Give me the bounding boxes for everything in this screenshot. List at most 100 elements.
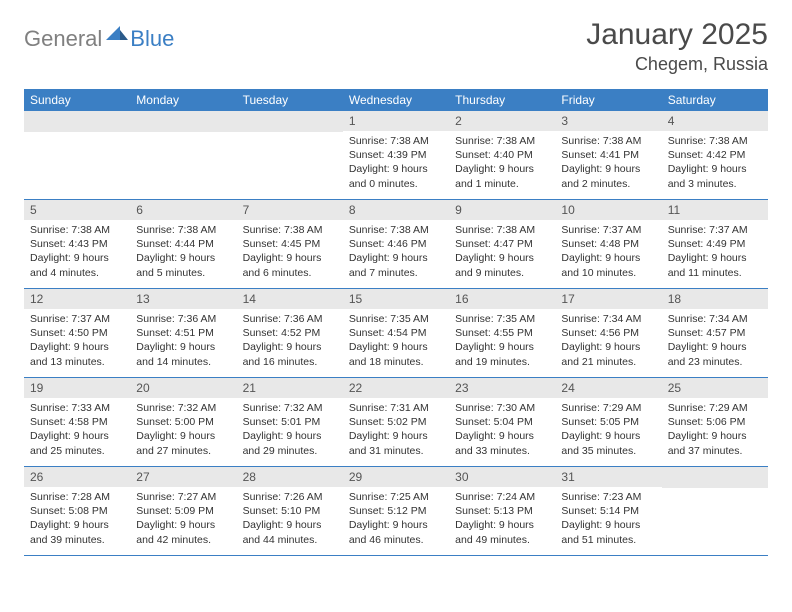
sunrise-line: Sunrise: 7:34 AM — [668, 312, 762, 326]
daylight-line: Daylight: 9 hours and 29 minutes. — [243, 429, 337, 457]
sunrise-line: Sunrise: 7:38 AM — [349, 223, 443, 237]
day-cell: 30Sunrise: 7:24 AMSunset: 5:13 PMDayligh… — [449, 467, 555, 555]
sunset-line: Sunset: 5:00 PM — [136, 415, 230, 429]
sunrise-line: Sunrise: 7:26 AM — [243, 490, 337, 504]
sunrise-line: Sunrise: 7:35 AM — [349, 312, 443, 326]
sunrise-line: Sunrise: 7:29 AM — [561, 401, 655, 415]
sunset-line: Sunset: 4:43 PM — [30, 237, 124, 251]
daylight-line: Daylight: 9 hours and 49 minutes. — [455, 518, 549, 546]
sunrise-line: Sunrise: 7:33 AM — [30, 401, 124, 415]
day-cell: 22Sunrise: 7:31 AMSunset: 5:02 PMDayligh… — [343, 378, 449, 466]
day-number: 30 — [449, 467, 555, 487]
day-body: Sunrise: 7:38 AMSunset: 4:46 PMDaylight:… — [343, 220, 449, 286]
week-row: 5Sunrise: 7:38 AMSunset: 4:43 PMDaylight… — [24, 200, 768, 289]
day-cell: 12Sunrise: 7:37 AMSunset: 4:50 PMDayligh… — [24, 289, 130, 377]
day-number: 4 — [662, 111, 768, 131]
day-number: 21 — [237, 378, 343, 398]
daylight-line: Daylight: 9 hours and 13 minutes. — [30, 340, 124, 368]
day-number: 9 — [449, 200, 555, 220]
day-body: Sunrise: 7:38 AMSunset: 4:45 PMDaylight:… — [237, 220, 343, 286]
day-body: Sunrise: 7:34 AMSunset: 4:57 PMDaylight:… — [662, 309, 768, 375]
sunrise-line: Sunrise: 7:37 AM — [668, 223, 762, 237]
sunrise-line: Sunrise: 7:36 AM — [136, 312, 230, 326]
sunset-line: Sunset: 4:44 PM — [136, 237, 230, 251]
day-number: 14 — [237, 289, 343, 309]
day-body: Sunrise: 7:35 AMSunset: 4:55 PMDaylight:… — [449, 309, 555, 375]
day-body: Sunrise: 7:38 AMSunset: 4:41 PMDaylight:… — [555, 131, 661, 197]
weekday-friday: Friday — [555, 89, 661, 111]
daylight-line: Daylight: 9 hours and 0 minutes. — [349, 162, 443, 190]
day-body: Sunrise: 7:27 AMSunset: 5:09 PMDaylight:… — [130, 487, 236, 553]
sunrise-line: Sunrise: 7:31 AM — [349, 401, 443, 415]
sunrise-line: Sunrise: 7:27 AM — [136, 490, 230, 504]
day-cell — [24, 111, 130, 199]
sunset-line: Sunset: 5:04 PM — [455, 415, 549, 429]
day-body: Sunrise: 7:36 AMSunset: 4:51 PMDaylight:… — [130, 309, 236, 375]
day-cell: 18Sunrise: 7:34 AMSunset: 4:57 PMDayligh… — [662, 289, 768, 377]
weekday-thursday: Thursday — [449, 89, 555, 111]
day-number: 3 — [555, 111, 661, 131]
daylight-line: Daylight: 9 hours and 16 minutes. — [243, 340, 337, 368]
day-body: Sunrise: 7:38 AMSunset: 4:43 PMDaylight:… — [24, 220, 130, 286]
sunrise-line: Sunrise: 7:25 AM — [349, 490, 443, 504]
daylight-line: Daylight: 9 hours and 5 minutes. — [136, 251, 230, 279]
daylight-line: Daylight: 9 hours and 21 minutes. — [561, 340, 655, 368]
sunset-line: Sunset: 4:47 PM — [455, 237, 549, 251]
sunrise-line: Sunrise: 7:30 AM — [455, 401, 549, 415]
sunset-line: Sunset: 5:10 PM — [243, 504, 337, 518]
day-number: 6 — [130, 200, 236, 220]
day-body: Sunrise: 7:32 AMSunset: 5:00 PMDaylight:… — [130, 398, 236, 464]
sunset-line: Sunset: 5:08 PM — [30, 504, 124, 518]
sunset-line: Sunset: 4:46 PM — [349, 237, 443, 251]
calendar: Sunday Monday Tuesday Wednesday Thursday… — [24, 89, 768, 556]
daylight-line: Daylight: 9 hours and 9 minutes. — [455, 251, 549, 279]
day-number: 2 — [449, 111, 555, 131]
daylight-line: Daylight: 9 hours and 44 minutes. — [243, 518, 337, 546]
sunrise-line: Sunrise: 7:32 AM — [136, 401, 230, 415]
daylight-line: Daylight: 9 hours and 39 minutes. — [30, 518, 124, 546]
daylight-line: Daylight: 9 hours and 18 minutes. — [349, 340, 443, 368]
logo-text-gray: General — [24, 26, 102, 52]
day-cell: 28Sunrise: 7:26 AMSunset: 5:10 PMDayligh… — [237, 467, 343, 555]
day-number: 12 — [24, 289, 130, 309]
day-cell: 7Sunrise: 7:38 AMSunset: 4:45 PMDaylight… — [237, 200, 343, 288]
day-cell: 6Sunrise: 7:38 AMSunset: 4:44 PMDaylight… — [130, 200, 236, 288]
day-number — [237, 111, 343, 132]
title-block: January 2025 Chegem, Russia — [586, 18, 768, 75]
weekday-saturday: Saturday — [662, 89, 768, 111]
weekday-monday: Monday — [130, 89, 236, 111]
sunrise-line: Sunrise: 7:37 AM — [30, 312, 124, 326]
day-body: Sunrise: 7:38 AMSunset: 4:42 PMDaylight:… — [662, 131, 768, 197]
sunrise-line: Sunrise: 7:38 AM — [561, 134, 655, 148]
day-body: Sunrise: 7:37 AMSunset: 4:49 PMDaylight:… — [662, 220, 768, 286]
week-row: 19Sunrise: 7:33 AMSunset: 4:58 PMDayligh… — [24, 378, 768, 467]
day-number — [130, 111, 236, 132]
logo: General Blue — [24, 24, 174, 53]
daylight-line: Daylight: 9 hours and 6 minutes. — [243, 251, 337, 279]
logo-triangle-icon — [106, 24, 128, 45]
sunset-line: Sunset: 4:55 PM — [455, 326, 549, 340]
weekday-header-row: Sunday Monday Tuesday Wednesday Thursday… — [24, 89, 768, 111]
day-number: 15 — [343, 289, 449, 309]
day-body: Sunrise: 7:28 AMSunset: 5:08 PMDaylight:… — [24, 487, 130, 553]
day-body: Sunrise: 7:33 AMSunset: 4:58 PMDaylight:… — [24, 398, 130, 464]
day-body: Sunrise: 7:24 AMSunset: 5:13 PMDaylight:… — [449, 487, 555, 553]
day-body: Sunrise: 7:38 AMSunset: 4:39 PMDaylight:… — [343, 131, 449, 197]
day-cell — [237, 111, 343, 199]
sunset-line: Sunset: 4:48 PM — [561, 237, 655, 251]
day-number: 18 — [662, 289, 768, 309]
day-cell: 9Sunrise: 7:38 AMSunset: 4:47 PMDaylight… — [449, 200, 555, 288]
day-cell: 3Sunrise: 7:38 AMSunset: 4:41 PMDaylight… — [555, 111, 661, 199]
sunset-line: Sunset: 5:12 PM — [349, 504, 443, 518]
sunrise-line: Sunrise: 7:38 AM — [455, 134, 549, 148]
sunset-line: Sunset: 4:52 PM — [243, 326, 337, 340]
day-body: Sunrise: 7:38 AMSunset: 4:40 PMDaylight:… — [449, 131, 555, 197]
day-body: Sunrise: 7:30 AMSunset: 5:04 PMDaylight:… — [449, 398, 555, 464]
sunrise-line: Sunrise: 7:37 AM — [561, 223, 655, 237]
week-row: 1Sunrise: 7:38 AMSunset: 4:39 PMDaylight… — [24, 111, 768, 200]
sunset-line: Sunset: 5:09 PM — [136, 504, 230, 518]
day-cell: 2Sunrise: 7:38 AMSunset: 4:40 PMDaylight… — [449, 111, 555, 199]
sunset-line: Sunset: 4:54 PM — [349, 326, 443, 340]
daylight-line: Daylight: 9 hours and 1 minute. — [455, 162, 549, 190]
day-body — [237, 132, 343, 192]
